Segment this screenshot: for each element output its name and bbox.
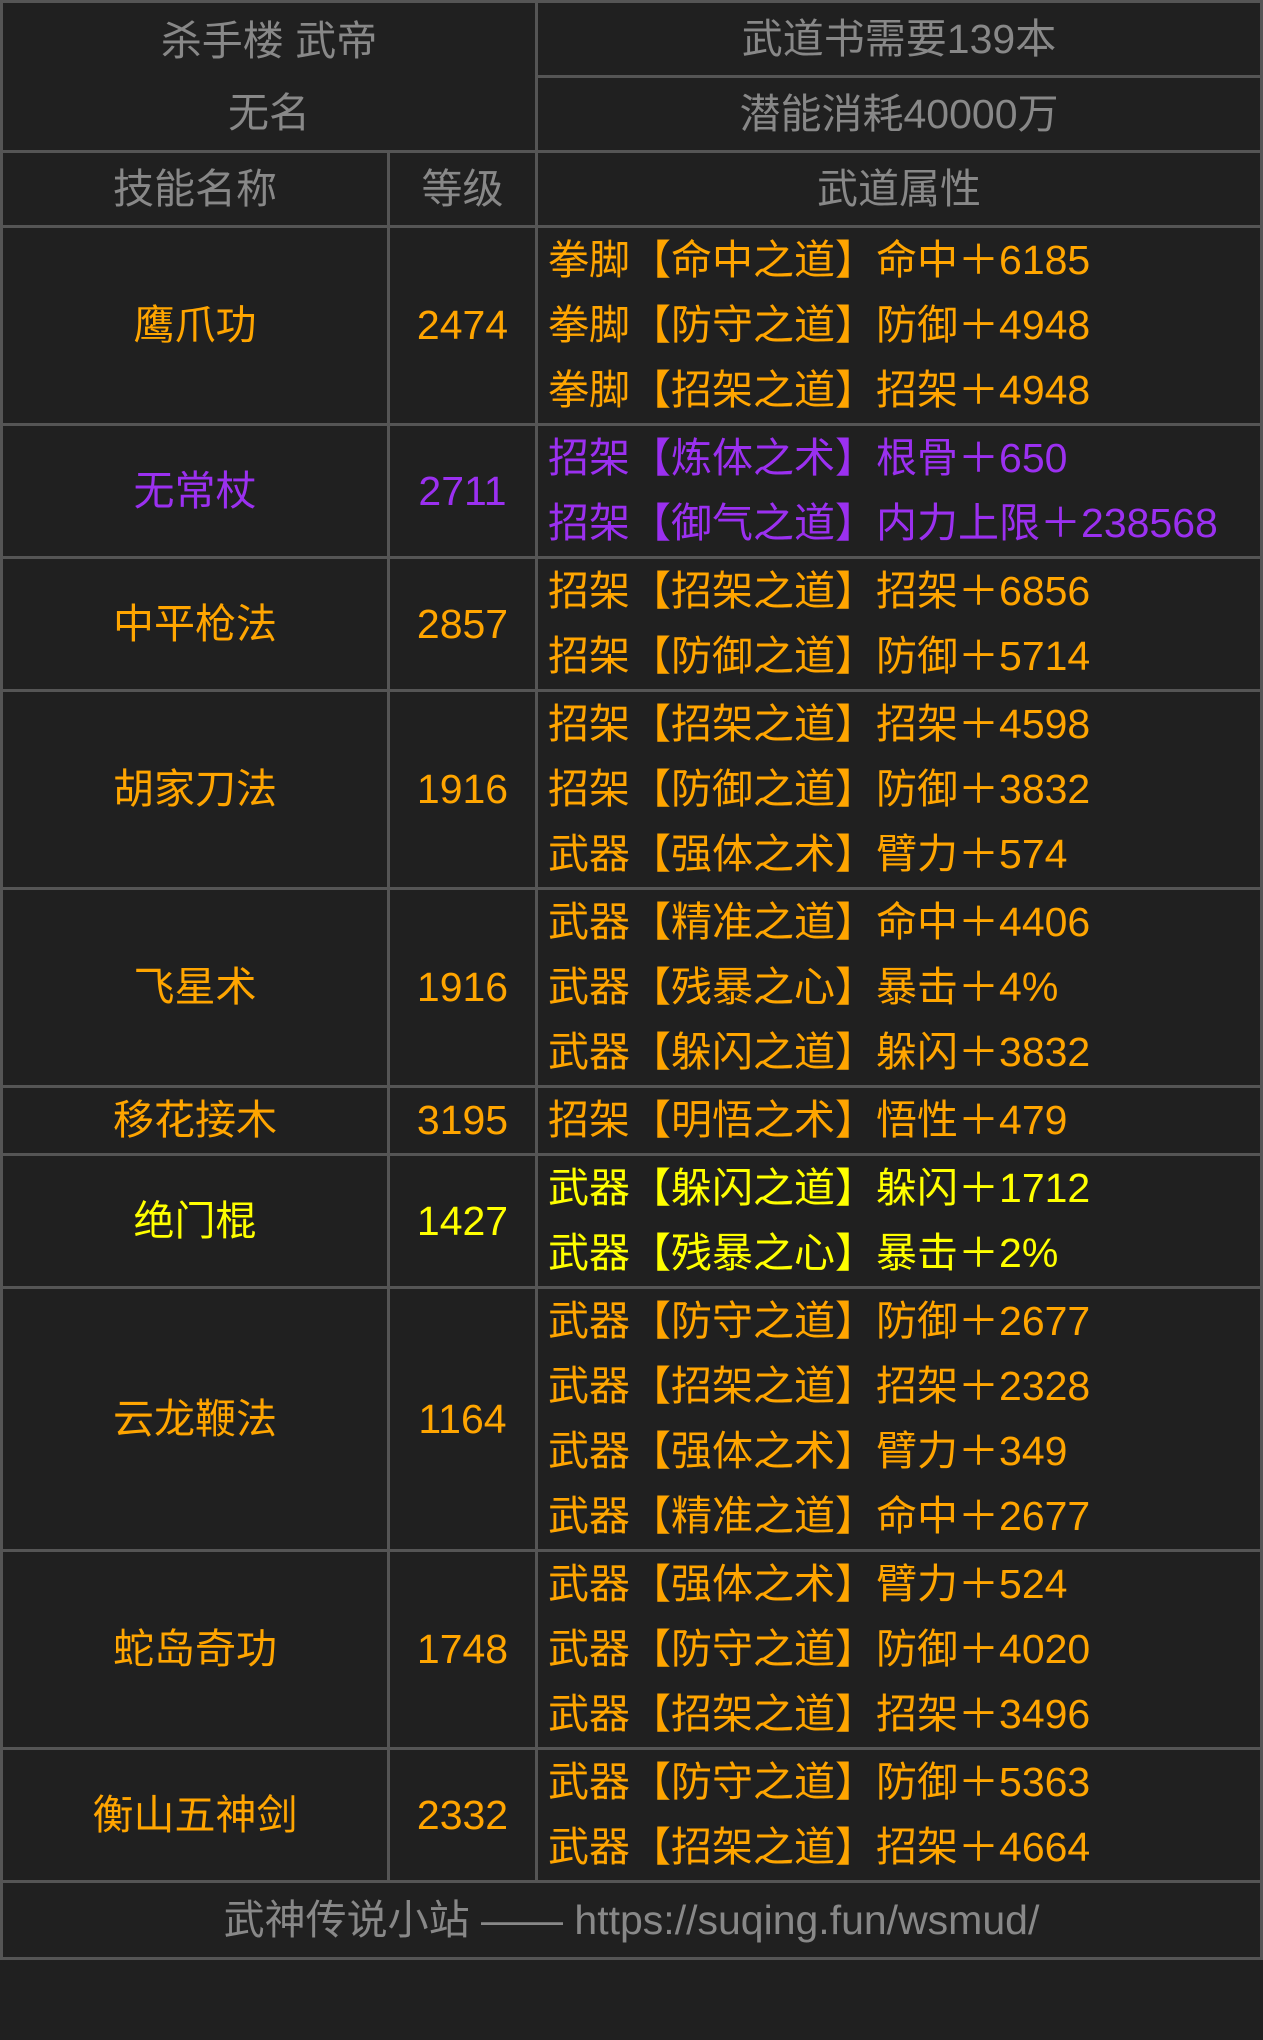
skill-attributes: 武器【躲闪之道】躲闪＋1712 武器【残暴之心】暴击＋2%: [535, 1153, 1263, 1289]
attribute-line: 拳脚【招架之道】招架＋4948: [548, 367, 1091, 413]
attribute-line: 招架【炼体之术】根骨＋650: [548, 435, 1068, 481]
skill-level: 3195: [386, 1085, 539, 1156]
character-name: 无名: [228, 89, 310, 136]
attribute-line: 招架【御气之道】内力上限＋238568: [548, 500, 1218, 546]
attribute-line: 招架【招架之道】招架＋6856: [548, 568, 1091, 614]
books-needed: 武道书需要139本: [535, 0, 1263, 78]
attribute-line: 武器【防守之道】防御＋2677: [548, 1298, 1091, 1344]
skill-level: 2711: [386, 423, 539, 559]
table-row: 绝门棍 1427 武器【躲闪之道】躲闪＋1712 武器【残暴之心】暴击＋2%: [0, 1153, 1263, 1289]
skill-attributes: 拳脚【命中之道】命中＋6185 拳脚【防守之道】防御＋4948 拳脚【招架之道】招架…: [535, 225, 1263, 426]
attribute-line: 武器【强体之术】臂力＋574: [548, 831, 1068, 877]
skill-attributes: 招架【炼体之术】根骨＋650 招架【御气之道】内力上限＋238568: [535, 423, 1263, 559]
skill-name: 蛇岛奇功: [0, 1549, 390, 1750]
table-row: 移花接木 3195 招架【明悟之术】悟性＋479: [0, 1085, 1263, 1156]
skill-name: 胡家刀法: [0, 689, 390, 890]
attribute-line: 武器【防守之道】防御＋5363: [548, 1759, 1091, 1805]
skill-level: 1916: [386, 887, 539, 1088]
table-row: 衡山五神剑 2332 武器【防守之道】防御＋5363 武器【招架之道】招架＋4664: [0, 1747, 1263, 1883]
attribute-line: 招架【防御之道】防御＋3832: [548, 766, 1091, 812]
skill-attributes: 武器【强体之术】臂力＋524 武器【防守之道】防御＋4020 武器【招架之道】招架＋…: [535, 1549, 1263, 1750]
skill-attributes: 招架【明悟之术】悟性＋479: [535, 1085, 1263, 1156]
table-row: 云龙鞭法 1164 武器【防守之道】防御＋2677 武器【招架之道】招架＋2328 武器…: [0, 1286, 1263, 1552]
attribute-line: 武器【招架之道】招架＋2328: [548, 1363, 1091, 1409]
attribute-line: 武器【躲闪之道】躲闪＋3832: [548, 1029, 1091, 1075]
attribute-line: 武器【防守之道】防御＋4020: [548, 1626, 1091, 1672]
attribute-line: 武器【招架之道】招架＋3496: [548, 1691, 1091, 1737]
attribute-line: 武器【躲闪之道】躲闪＋1712: [548, 1165, 1091, 1211]
table-row: 胡家刀法 1916 招架【招架之道】招架＋4598 招架【防御之道】防御＋3832 武器…: [0, 689, 1263, 890]
skill-attributes: 武器【防守之道】防御＋2677 武器【招架之道】招架＋2328 武器【强体之术】臂力…: [535, 1286, 1263, 1552]
potential-cost: 潜能消耗40000万: [535, 75, 1263, 153]
table-row: 中平枪法 2857 招架【招架之道】招架＋6856 招架【防御之道】防御＋5714: [0, 556, 1263, 692]
footer-site-link[interactable]: 武神传说小站 —— https://suqing.fun/wsmud/: [0, 1880, 1263, 1960]
skill-attributes: 武器【精准之道】命中＋4406 武器【残暴之心】暴击＋4% 武器【躲闪之道】躲闪＋3…: [535, 887, 1263, 1088]
column-header-attributes: 武道属性: [535, 150, 1263, 228]
attribute-line: 武器【精准之道】命中＋2677: [548, 1493, 1091, 1539]
skills-table: 杀手楼 武帝 无名 武道书需要139本 潜能消耗40000万 技能名称 等级 武…: [0, 0, 1263, 1960]
skill-level: 1916: [386, 689, 539, 890]
skill-attributes: 武器【防守之道】防御＋5363 武器【招架之道】招架＋4664: [535, 1747, 1263, 1883]
table-row: 无常杖 2711 招架【炼体之术】根骨＋650 招架【御气之道】内力上限＋238568: [0, 423, 1263, 559]
column-header-skill-name: 技能名称: [0, 150, 390, 228]
attribute-line: 拳脚【命中之道】命中＋6185: [548, 237, 1091, 283]
column-header-level: 等级: [386, 150, 539, 228]
attribute-line: 招架【招架之道】招架＋4598: [548, 701, 1091, 747]
skill-level: 2332: [386, 1747, 539, 1883]
table-row: 鹰爪功 2474 拳脚【命中之道】命中＋6185 拳脚【防守之道】防御＋4948 拳脚【…: [0, 225, 1263, 426]
attribute-line: 武器【强体之术】臂力＋349: [548, 1428, 1068, 1474]
skill-level: 1748: [386, 1549, 539, 1750]
attribute-line: 武器【残暴之心】暴击＋4%: [548, 964, 1059, 1010]
attribute-line: 招架【明悟之术】悟性＋479: [548, 1097, 1068, 1143]
skill-name: 移花接木: [0, 1085, 390, 1156]
character-info: 杀手楼 武帝 无名: [0, 0, 539, 153]
skill-level: 2474: [386, 225, 539, 426]
skill-name: 绝门棍: [0, 1153, 390, 1289]
attribute-line: 武器【强体之术】臂力＋524: [548, 1561, 1068, 1607]
attribute-line: 招架【防御之道】防御＋5714: [548, 633, 1091, 679]
skill-name: 云龙鞭法: [0, 1286, 390, 1552]
skill-attributes: 招架【招架之道】招架＋4598 招架【防御之道】防御＋3832 武器【强体之术】臂力…: [535, 689, 1263, 890]
skill-level: 1164: [386, 1286, 539, 1552]
skill-name: 鹰爪功: [0, 225, 390, 426]
skill-level: 2857: [386, 556, 539, 692]
sect-rank: 杀手楼 武帝: [160, 17, 378, 64]
table-row: 飞星术 1916 武器【精准之道】命中＋4406 武器【残暴之心】暴击＋4% 武器【躲闪…: [0, 887, 1263, 1088]
skill-name: 中平枪法: [0, 556, 390, 692]
skill-name: 飞星术: [0, 887, 390, 1088]
skill-name: 无常杖: [0, 423, 390, 559]
attribute-line: 武器【精准之道】命中＋4406: [548, 899, 1091, 945]
table-row: 蛇岛奇功 1748 武器【强体之术】臂力＋524 武器【防守之道】防御＋4020 武器【…: [0, 1549, 1263, 1750]
skill-level: 1427: [386, 1153, 539, 1289]
attribute-line: 拳脚【防守之道】防御＋4948: [548, 302, 1091, 348]
attribute-line: 武器【招架之道】招架＋4664: [548, 1824, 1091, 1870]
skill-name: 衡山五神剑: [0, 1747, 390, 1883]
skill-attributes: 招架【招架之道】招架＋6856 招架【防御之道】防御＋5714: [535, 556, 1263, 692]
attribute-line: 武器【残暴之心】暴击＋2%: [548, 1230, 1059, 1276]
